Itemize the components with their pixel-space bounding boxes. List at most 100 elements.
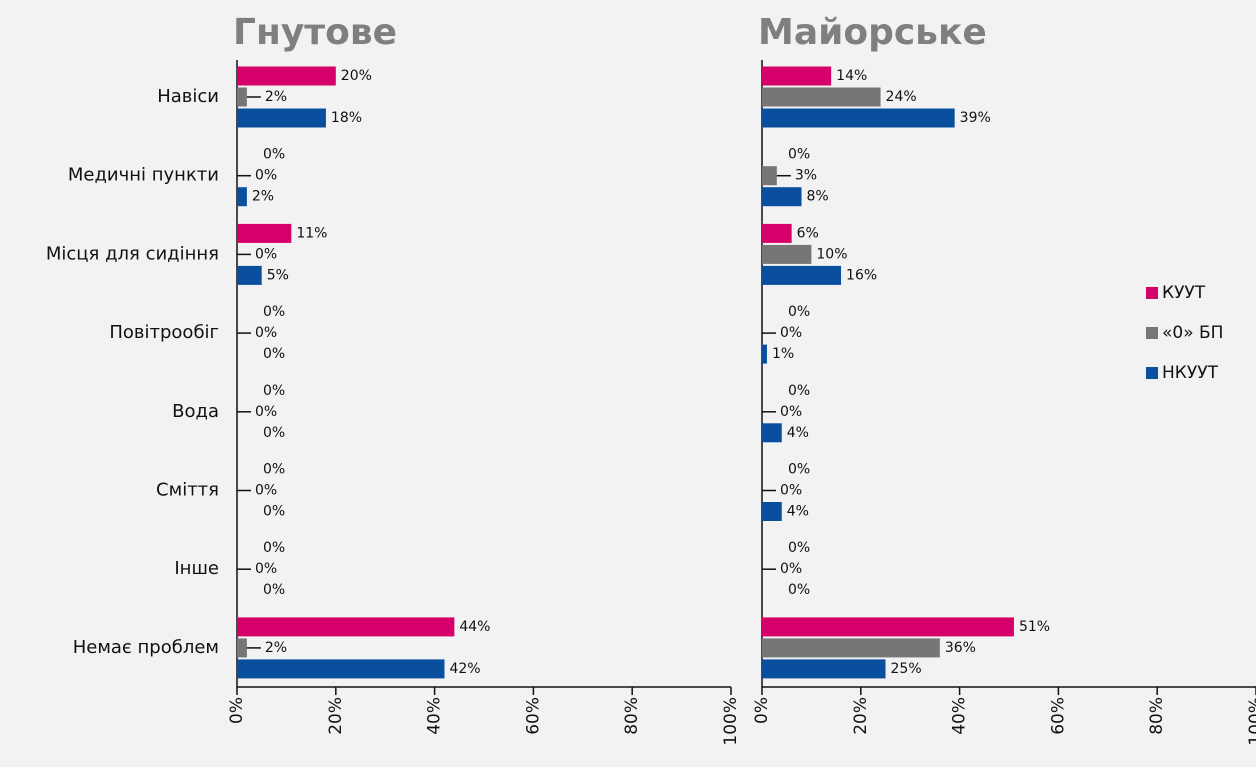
- data-label: 8%: [807, 189, 829, 205]
- data-label: 0%: [263, 346, 285, 362]
- data-label: 4%: [787, 504, 809, 520]
- bar: [762, 87, 881, 107]
- legend-swatch: [1146, 367, 1158, 379]
- x-tick-label: 80%: [622, 697, 642, 735]
- data-label: 0%: [263, 383, 285, 399]
- data-label: 2%: [265, 89, 287, 105]
- data-label: 11%: [296, 225, 327, 241]
- data-label: 1%: [772, 346, 794, 362]
- data-label: 2%: [265, 640, 287, 656]
- data-label: 0%: [780, 483, 802, 499]
- x-tick-label: 20%: [326, 697, 346, 735]
- bar: [762, 108, 955, 128]
- x-tick-label: 0%: [227, 697, 247, 724]
- bar: [762, 638, 940, 658]
- data-label: 39%: [960, 110, 991, 126]
- data-label: 3%: [795, 168, 817, 184]
- data-label: 0%: [263, 504, 285, 520]
- category-label: Інше: [174, 558, 219, 579]
- x-tick-label: 0%: [752, 697, 772, 724]
- bar: [237, 638, 247, 658]
- bar: [762, 344, 767, 364]
- data-label: 0%: [788, 383, 810, 399]
- legend-label: «0» БП: [1162, 323, 1223, 343]
- data-label: 0%: [788, 304, 810, 320]
- data-label: 0%: [788, 462, 810, 478]
- data-label: 24%: [886, 89, 917, 105]
- x-tick-label: 100%: [1246, 697, 1256, 746]
- category-label: Вода: [172, 401, 219, 422]
- category-label: Немає проблем: [73, 637, 219, 658]
- bar: [762, 617, 1014, 637]
- x-tick-label: 40%: [425, 697, 445, 735]
- data-label: 0%: [263, 304, 285, 320]
- bar: [762, 187, 802, 207]
- x-tick-label: 60%: [523, 697, 543, 735]
- x-tick-label: 80%: [1147, 697, 1167, 735]
- bar: [237, 659, 445, 679]
- data-label: 14%: [836, 68, 867, 84]
- data-label: 0%: [255, 246, 277, 262]
- data-label: 0%: [255, 404, 277, 420]
- data-label: 4%: [787, 425, 809, 441]
- x-tick-label: 60%: [1048, 697, 1068, 735]
- data-label: 0%: [780, 325, 802, 341]
- bar: [762, 223, 792, 243]
- bar: [762, 423, 782, 443]
- category-label: Навіси: [157, 86, 219, 107]
- data-label: 0%: [788, 582, 810, 598]
- chart-title: Гнутове: [233, 12, 397, 53]
- data-label: 0%: [255, 325, 277, 341]
- bar: [762, 659, 886, 679]
- data-label: 0%: [255, 483, 277, 499]
- x-tick-label: 100%: [721, 697, 741, 746]
- legend-swatch: [1146, 327, 1158, 339]
- data-label: 0%: [263, 147, 285, 163]
- bar: [237, 265, 262, 285]
- bar: [762, 265, 842, 285]
- data-label: 0%: [263, 462, 285, 478]
- x-tick-label: 20%: [851, 697, 871, 735]
- bar: [762, 244, 812, 264]
- data-label: 0%: [780, 561, 802, 577]
- data-label: 0%: [788, 147, 810, 163]
- data-label: 18%: [331, 110, 362, 126]
- bar: [762, 166, 777, 186]
- data-label: 25%: [891, 661, 922, 677]
- data-label: 2%: [252, 189, 274, 205]
- bar: [237, 87, 247, 107]
- data-label: 0%: [263, 540, 285, 556]
- data-label: 16%: [846, 267, 877, 283]
- bar: [237, 108, 326, 128]
- data-label: 51%: [1019, 619, 1050, 635]
- data-label: 0%: [255, 561, 277, 577]
- category-label: Сміття: [156, 480, 219, 501]
- category-label: Місця для сидіння: [46, 243, 219, 264]
- data-label: 0%: [788, 540, 810, 556]
- x-tick-label: 40%: [950, 697, 970, 735]
- bar: [237, 617, 455, 637]
- category-label: Медичні пункти: [68, 165, 219, 186]
- category-label: Повітрообіг: [109, 322, 219, 343]
- data-label: 20%: [341, 68, 372, 84]
- bar: [237, 187, 247, 207]
- bar: [237, 66, 336, 86]
- legend-swatch: [1146, 287, 1158, 299]
- data-label: 0%: [263, 425, 285, 441]
- legend-label: НКУУТ: [1162, 363, 1219, 383]
- data-label: 42%: [449, 661, 480, 677]
- data-label: 44%: [459, 619, 490, 635]
- chart-title: Майорське: [758, 12, 987, 53]
- data-label: 0%: [263, 582, 285, 598]
- bar: [237, 223, 292, 243]
- data-label: 0%: [255, 168, 277, 184]
- data-label: 6%: [797, 225, 819, 241]
- data-label: 0%: [780, 404, 802, 420]
- bar: [762, 502, 782, 521]
- data-label: 10%: [816, 246, 847, 262]
- bar: [762, 66, 832, 86]
- legend-label: КУУТ: [1162, 283, 1206, 303]
- data-label: 36%: [945, 640, 976, 656]
- data-label: 5%: [267, 267, 289, 283]
